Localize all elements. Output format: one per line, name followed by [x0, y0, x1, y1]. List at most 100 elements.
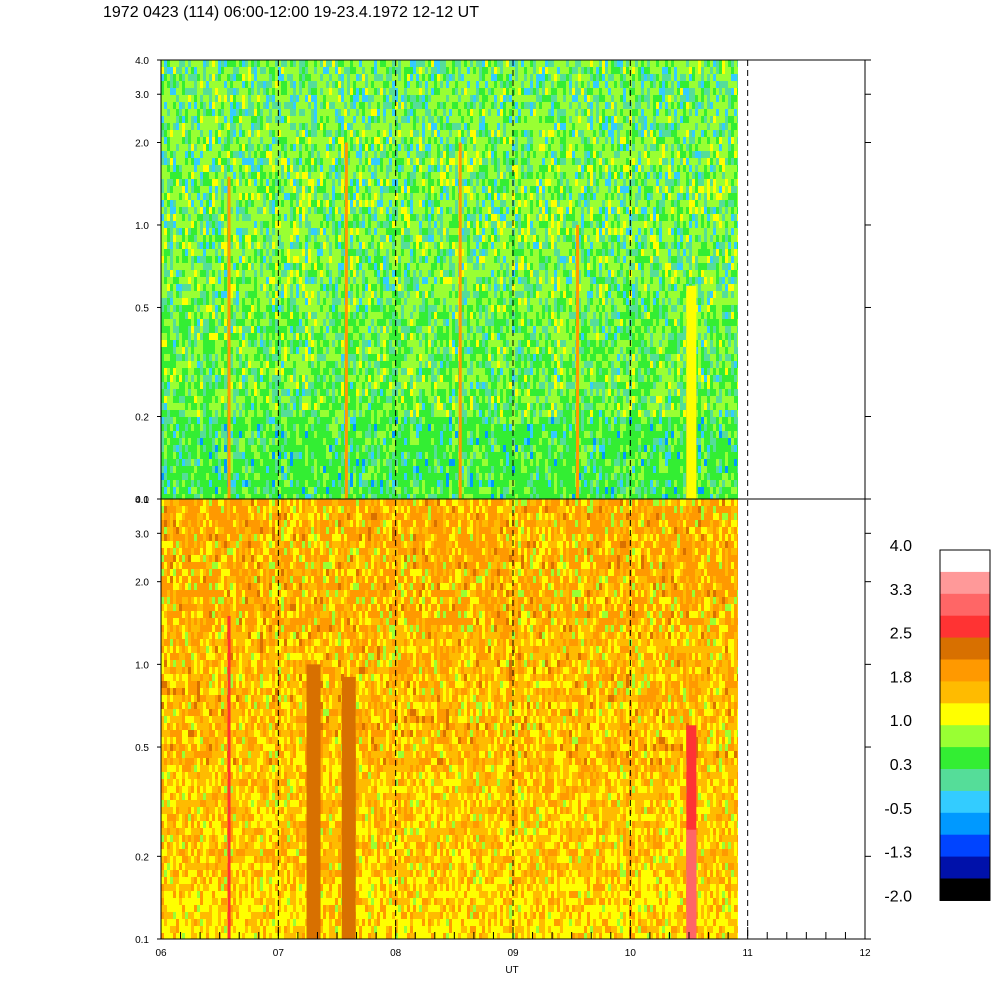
heatmap-cell: [203, 151, 206, 159]
heatmap-cell: [230, 417, 233, 428]
heatmap-cell: [347, 186, 350, 195]
heatmap-cell: [284, 88, 287, 95]
heatmap-cell: [161, 424, 164, 431]
heatmap-cell: [311, 382, 314, 394]
heatmap-cell: [224, 340, 227, 353]
heatmap-cell: [242, 165, 245, 176]
heatmap-cell: [272, 431, 275, 444]
heatmap-cell: [302, 319, 305, 332]
heatmap-cell: [302, 256, 305, 269]
heatmap-cell: [254, 165, 257, 176]
heatmap-cell: [230, 179, 233, 187]
heatmap-cell: [347, 445, 350, 457]
heatmap-cell: [233, 144, 236, 156]
heatmap-cell: [386, 445, 389, 452]
heatmap-cell: [281, 354, 284, 361]
heatmap-cell: [254, 151, 257, 164]
heatmap-cell: [209, 438, 212, 445]
heatmap-cell: [161, 319, 164, 326]
heatmap-cell: [164, 487, 167, 496]
heatmap-cell: [341, 403, 344, 416]
heatmap-cell: [263, 452, 266, 463]
heatmap-cell: [164, 172, 167, 185]
heatmap-cell: [356, 242, 359, 251]
heatmap-cell: [389, 144, 392, 154]
heatmap-cell: [392, 291, 395, 300]
heatmap-cell: [284, 494, 287, 499]
heatmap-cell: [314, 375, 317, 385]
heatmap-cell: [314, 193, 317, 200]
heatmap-cell: [239, 445, 242, 457]
heatmap-cell: [356, 95, 359, 102]
heatmap-cell: [266, 326, 269, 336]
heatmap-cell: [362, 466, 365, 479]
heatmap-cell: [296, 137, 299, 146]
heatmap-cell: [329, 333, 332, 343]
heatmap-cell: [194, 200, 197, 207]
heatmap-cell: [173, 137, 176, 147]
heatmap-cell: [284, 417, 287, 427]
heatmap-cell: [233, 347, 236, 354]
heatmap-cell: [326, 263, 329, 273]
heatmap-cell: [329, 361, 332, 368]
heatmap-cell: [191, 284, 194, 297]
heatmap-cell: [269, 207, 272, 214]
heatmap-cell: [209, 144, 212, 151]
heatmap-cell: [338, 207, 341, 220]
heatmap-cell: [347, 389, 350, 397]
heatmap-cell: [380, 81, 383, 92]
heatmap-cell: [329, 200, 332, 213]
heatmap-cell: [311, 487, 314, 499]
heatmap-cell: [395, 396, 398, 409]
heatmap-cell: [353, 326, 356, 338]
heatmap-cell: [281, 305, 284, 318]
heatmap-cell: [365, 312, 368, 322]
heatmap-cell: [191, 354, 194, 362]
heatmap-cell: [395, 480, 398, 492]
heatmap-cell: [206, 137, 209, 148]
heatmap-cell: [182, 109, 185, 120]
heatmap-cell: [212, 368, 215, 378]
heatmap-cell: [239, 291, 242, 302]
heatmap-cell: [254, 235, 257, 248]
heatmap-cell: [248, 473, 251, 481]
heatmap-cell: [269, 256, 272, 263]
heatmap-cell: [359, 277, 362, 288]
heatmap-cell: [206, 312, 209, 319]
heatmap-cell: [284, 137, 287, 145]
heatmap-cell: [182, 151, 185, 163]
heatmap-cell: [329, 368, 332, 375]
heatmap-cell: [341, 487, 344, 497]
heatmap-cell: [317, 214, 320, 224]
heatmap-cell: [350, 214, 353, 221]
heatmap-cell: [353, 466, 356, 479]
heatmap-cell: [206, 431, 209, 440]
heatmap-cell: [218, 445, 221, 458]
heatmap-cell: [269, 116, 272, 127]
heatmap-cell: [260, 95, 263, 107]
heatmap-cell: [353, 81, 356, 91]
heatmap-cell: [314, 487, 317, 497]
heatmap-cell: [335, 361, 338, 370]
heatmap-cell: [293, 228, 296, 239]
heatmap-cell: [191, 263, 194, 271]
heatmap-cell: [305, 186, 308, 195]
heatmap-cell: [182, 494, 185, 499]
heatmap-cell: [245, 291, 248, 300]
heatmap-cell: [197, 116, 200, 126]
heatmap-cell: [305, 214, 308, 223]
heatmap-cell: [230, 130, 233, 143]
heatmap-cell: [248, 368, 251, 377]
heatmap-cell: [203, 116, 206, 128]
heatmap-cell: [281, 228, 284, 240]
heatmap-cell: [308, 452, 311, 463]
heatmap-cell: [341, 312, 344, 322]
heatmap-cell: [332, 123, 335, 131]
heatmap-cell: [359, 389, 362, 401]
top-spectrogram-panel: [161, 60, 738, 499]
heatmap-cell: [296, 263, 299, 271]
heatmap-cell: [191, 193, 194, 201]
heatmap-cell: [197, 494, 200, 499]
heatmap-cell: [200, 109, 203, 117]
heatmap-cell: [341, 186, 344, 195]
